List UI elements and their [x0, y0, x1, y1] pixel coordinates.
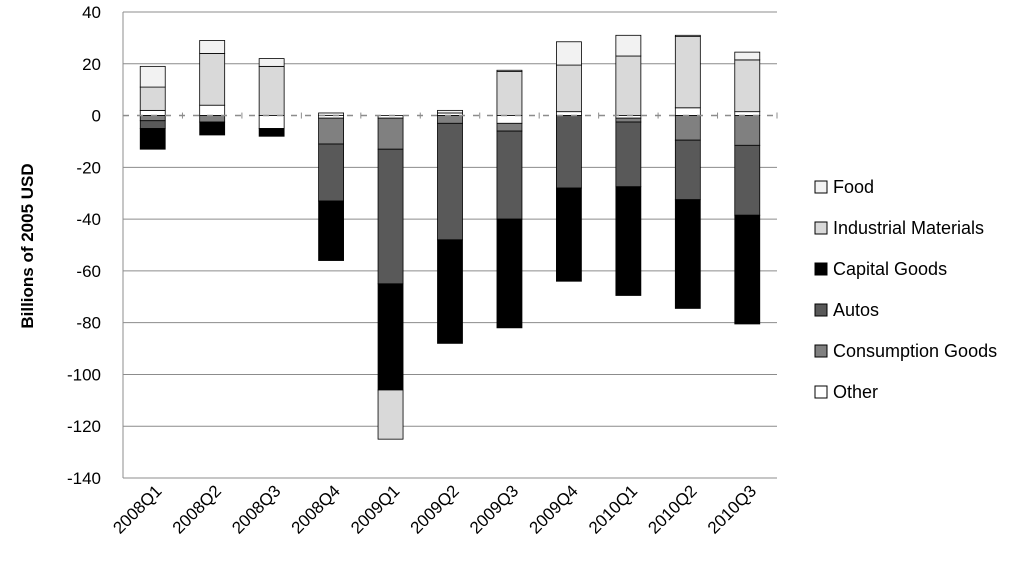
bar-segment-food [139, 65, 166, 88]
bar-segment-consumption-goods [734, 115, 761, 146]
bar-segment-other [199, 104, 226, 116]
category-label: 2010Q1 [585, 481, 641, 537]
bar-segment-food [318, 112, 344, 116]
bar-segment-autos [674, 139, 701, 201]
bar-segment-other [258, 115, 285, 129]
legend: Food Industrial Materials Capital Goods Aut… [814, 177, 997, 402]
legend-swatch [814, 180, 828, 194]
bar-segment-consumption-goods [199, 115, 226, 123]
bar-segment-food [496, 69, 523, 72]
bar-segment-industrial-materials [139, 86, 166, 111]
legend-label: Food [833, 177, 874, 197]
bar-segment-capital-goods [258, 128, 285, 137]
bar-segment-autos [734, 144, 761, 216]
bar-segment-capital-goods [199, 121, 226, 136]
category-label: 2008Q4 [288, 481, 344, 537]
bar-segment-capital-goods [437, 239, 463, 344]
bar-segment-other [674, 107, 701, 116]
category-label: 2009Q2 [407, 481, 463, 537]
bar-segment-capital-goods [377, 283, 404, 391]
bar-segment-industrial-materials [199, 53, 226, 106]
bar-segment-autos [318, 143, 344, 202]
bar-segment-autos [437, 122, 463, 241]
bar-segment-capital-goods [674, 199, 701, 309]
y-tick-label: -140 [67, 469, 101, 488]
bar-segment-food [199, 40, 226, 54]
y-tick-label: -80 [76, 314, 101, 333]
y-tick-label: -60 [76, 262, 101, 281]
bar-segment-capital-goods [556, 187, 582, 282]
bar-segment-food [556, 41, 582, 66]
bar-segment-industrial-materials [496, 71, 523, 116]
category-label: 2008Q3 [228, 481, 284, 537]
category-label: 2008Q1 [109, 481, 165, 537]
bar-segment-capital-goods [734, 214, 761, 325]
y-tick-label: -40 [76, 210, 101, 229]
bar-segment-consumption-goods [377, 117, 404, 150]
bars [139, 34, 761, 440]
category-labels: 2008Q1 2008Q2 2008Q3 2008Q4 2009Q1 2009Q2 2009… [109, 481, 760, 537]
legend-swatch [814, 262, 828, 276]
category-label: 2009Q3 [466, 481, 522, 537]
legend-label: Consumption Goods [833, 341, 997, 361]
bar-segment-industrial-materials [556, 64, 582, 113]
y-tick-label: 20 [82, 55, 101, 74]
bar-segment-capital-goods [139, 128, 166, 150]
bar-segment-capital-goods [318, 200, 344, 261]
category-label: 2009Q1 [347, 481, 403, 537]
bar-segment-capital-goods [496, 218, 523, 329]
bar-segment-consumption-goods [139, 115, 166, 122]
bar-segment-industrial-materials [258, 65, 285, 116]
bar-segment-food [734, 51, 761, 61]
bar-segment-other [139, 109, 166, 116]
y-tick-labels: 40 20 0 -20 -40 -60 -80 -100 -120 -140 [67, 3, 101, 488]
bar-segment-industrial-materials [377, 389, 404, 440]
bar-segment-autos [377, 148, 404, 285]
bar-segment-food [437, 109, 463, 114]
bar-segment-industrial-materials [674, 36, 701, 109]
y-tick-label: 0 [92, 107, 101, 126]
legend-swatch [814, 344, 828, 358]
category-label: 2010Q3 [704, 481, 760, 537]
legend-swatch [814, 221, 828, 235]
y-tick-label: 40 [82, 3, 101, 22]
y-tick-label: -100 [67, 365, 101, 384]
legend-swatch [814, 385, 828, 399]
bar-segment-autos [615, 121, 642, 188]
bar-segment-food [615, 34, 642, 57]
bar-segment-industrial-materials [734, 59, 761, 113]
bar-segment-industrial-materials [615, 55, 642, 116]
bar-segment-consumption-goods [318, 117, 344, 145]
legend-label: Autos [833, 300, 879, 320]
bar-segment-food [674, 34, 701, 37]
category-label: 2010Q2 [644, 481, 700, 537]
legend-label: Other [833, 382, 878, 402]
category-label: 2008Q2 [169, 481, 225, 537]
legend-label: Industrial Materials [833, 218, 984, 238]
bar-segment-other [496, 115, 523, 124]
y-axis-title: Billions of 2005 USD [18, 163, 37, 328]
bar-segment-autos [556, 115, 582, 189]
y-tick-label: -20 [76, 158, 101, 177]
bar-segment-capital-goods [615, 186, 642, 296]
bar-segment-autos [496, 130, 523, 220]
category-label: 2009Q4 [526, 481, 582, 537]
bar-segment-consumption-goods [437, 115, 463, 124]
legend-label: Capital Goods [833, 259, 947, 279]
legend-swatch [814, 303, 828, 317]
bar-segment-consumption-goods [674, 115, 701, 141]
bar-segment-consumption-goods [615, 117, 642, 123]
bar-segment-food [258, 58, 285, 67]
y-tick-label: -120 [67, 417, 101, 436]
bar-segment-autos [139, 120, 166, 129]
bar-segment-consumption-goods [496, 122, 523, 132]
